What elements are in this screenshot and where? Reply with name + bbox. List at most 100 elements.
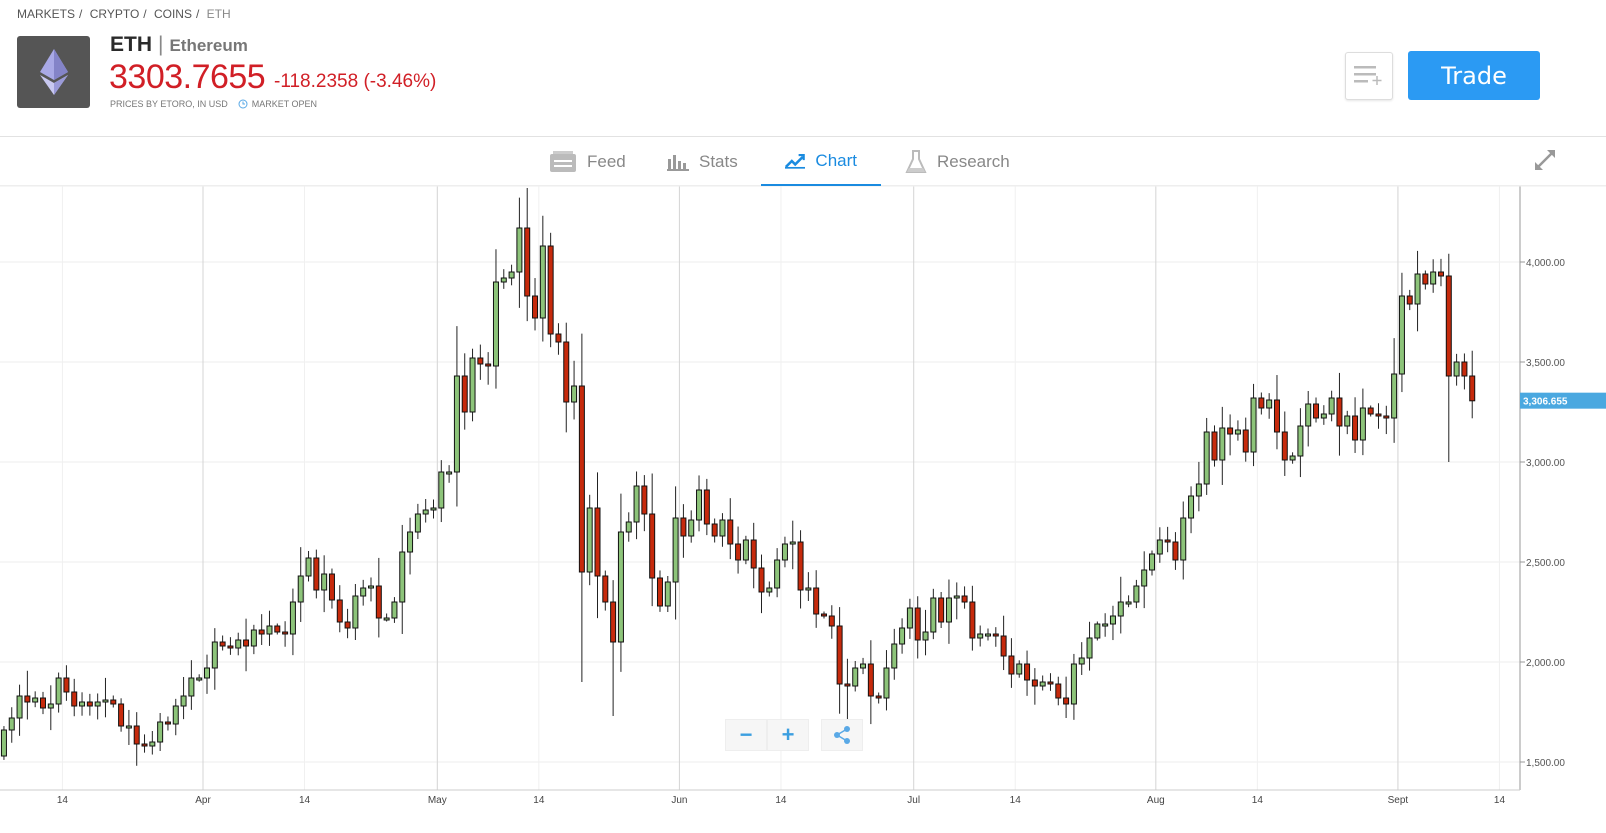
candle: [313, 549, 320, 599]
share-button[interactable]: [821, 719, 863, 751]
candle: [508, 264, 515, 286]
candle: [118, 698, 125, 732]
candle-body: [977, 633, 984, 639]
zoom-in-button[interactable]: +: [767, 719, 809, 751]
candle-body: [750, 539, 757, 569]
candle: [422, 499, 429, 523]
candle-body: [1273, 399, 1280, 433]
candle-body: [1352, 415, 1359, 441]
candle-body: [1289, 455, 1296, 461]
candle: [563, 322, 570, 433]
candle-body: [641, 485, 648, 515]
candle: [1273, 375, 1280, 450]
candle: [55, 672, 62, 713]
candle-body: [118, 703, 125, 727]
candle: [586, 494, 593, 586]
candle: [1188, 486, 1195, 534]
share-icon: [834, 726, 850, 744]
breadcrumb-markets[interactable]: MARKETS: [17, 7, 76, 21]
candle-body: [16, 695, 23, 719]
candle-body: [1172, 541, 1179, 561]
candle: [1258, 392, 1265, 415]
price-chart[interactable]: 1,500.00 2,000.00 2,500.00 3,000.00 3,500.00…: [0, 186, 1606, 833]
x-tick-label: Jul: [907, 795, 920, 806]
candle: [24, 670, 31, 720]
candle-body: [1000, 635, 1007, 657]
candle-body: [680, 517, 687, 537]
candle: [891, 628, 898, 680]
candle: [16, 684, 23, 736]
candle-body: [571, 385, 578, 403]
candle-body: [985, 633, 991, 637]
candle: [649, 473, 656, 607]
candle-body: [297, 575, 304, 603]
candle: [321, 555, 328, 613]
candle: [86, 693, 93, 716]
candle: [1008, 638, 1015, 688]
candle-body: [461, 375, 468, 413]
candle: [656, 570, 663, 612]
last-price-tag: [1520, 392, 1606, 409]
candle-body: [1367, 407, 1374, 415]
candle-body: [8, 717, 15, 731]
x-tick-label: Sept: [1388, 795, 1409, 806]
candle-body: [1391, 373, 1398, 419]
candle: [1149, 550, 1156, 576]
tab-research[interactable]: Research: [881, 137, 1034, 186]
zoom-out-button[interactable]: −: [725, 719, 767, 751]
candle: [1320, 405, 1327, 425]
candle: [977, 625, 984, 647]
x-tick-label: May: [428, 795, 447, 806]
tab-feed[interactable]: Feed: [525, 137, 650, 186]
candle-body: [383, 617, 390, 621]
breadcrumb: MARKETS / CRYPTO / COINS / ETH: [17, 7, 231, 21]
candle: [1195, 461, 1202, 512]
candle: [1297, 408, 1304, 478]
candle: [758, 554, 765, 614]
candle-body: [1242, 429, 1249, 453]
candle: [336, 585, 343, 633]
candle: [860, 657, 867, 675]
candle: [110, 695, 117, 708]
candle-body: [1102, 623, 1109, 627]
candle-body: [24, 695, 31, 703]
candle: [1031, 668, 1038, 705]
x-tick-label: 14: [57, 795, 69, 806]
candle-body: [235, 639, 242, 649]
tab-chart[interactable]: Chart: [761, 137, 881, 186]
y-tick-label: 2,500.00: [1526, 558, 1565, 569]
candle: [1313, 397, 1320, 423]
candle-body: [453, 375, 460, 473]
add-to-watchlist-button[interactable]: [1345, 52, 1393, 100]
candle: [469, 348, 476, 422]
current-price: 3303.7655: [109, 58, 266, 96]
candle: [602, 570, 609, 611]
candle: [453, 326, 460, 507]
breadcrumb-coins[interactable]: COINS: [153, 7, 192, 21]
candle-body: [727, 519, 734, 545]
candle-body: [914, 607, 921, 641]
trade-button[interactable]: Trade: [1408, 51, 1540, 100]
candle: [742, 535, 749, 565]
candle: [477, 344, 484, 380]
fullscreen-expand-icon[interactable]: [1534, 149, 1556, 171]
breadcrumb-crypto[interactable]: CRYPTO: [89, 7, 140, 21]
candle: [1156, 527, 1163, 563]
candle: [1281, 411, 1288, 476]
candle-body: [1031, 679, 1038, 687]
candle: [63, 665, 70, 701]
candle: [992, 627, 999, 647]
candle: [820, 611, 827, 619]
candle: [906, 598, 913, 639]
tab-stats[interactable]: Stats: [643, 137, 762, 186]
candle-body: [1078, 657, 1085, 665]
candle-body: [1195, 483, 1202, 497]
candle: [47, 685, 54, 731]
separator: |: [158, 33, 164, 56]
candle-body: [844, 683, 851, 687]
candle: [875, 692, 882, 704]
candle-body: [969, 601, 976, 639]
candle-body: [625, 521, 632, 533]
candle-body: [492, 281, 499, 367]
candle-body: [149, 741, 156, 747]
